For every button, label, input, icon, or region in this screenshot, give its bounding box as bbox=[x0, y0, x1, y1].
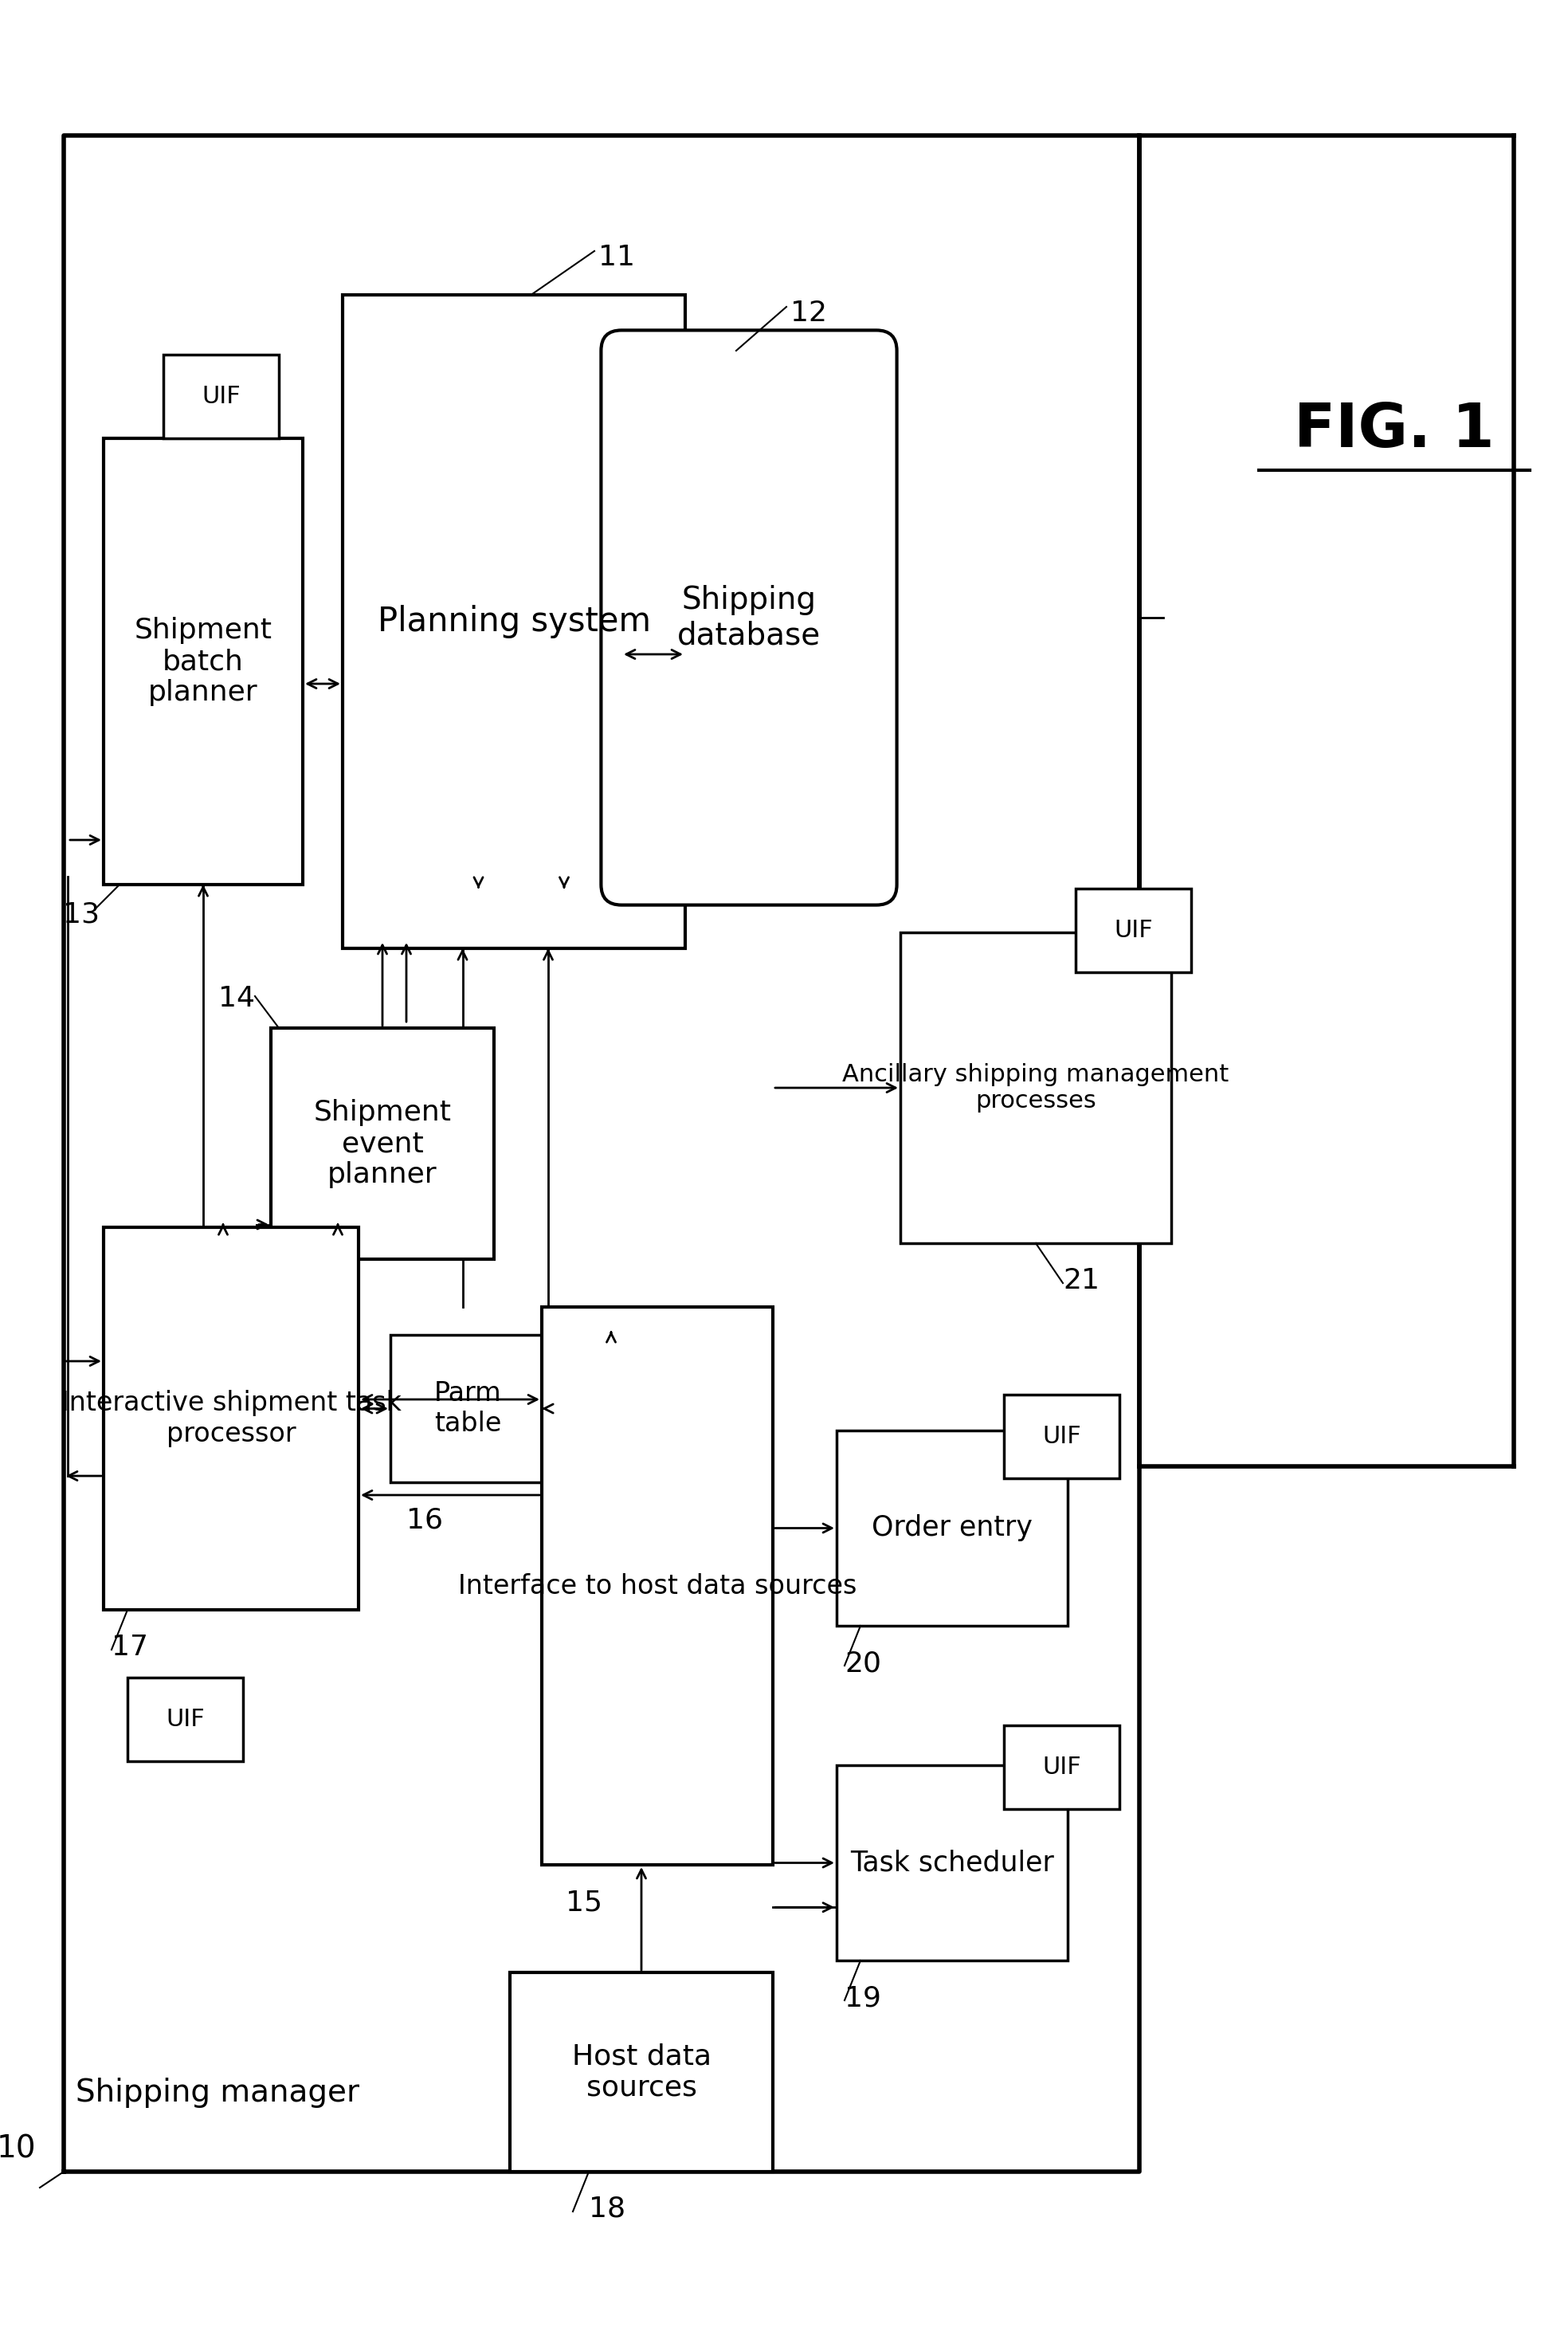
Text: Interactive shipment task
processor: Interactive shipment task processor bbox=[61, 1389, 401, 1448]
Bar bbox=[127, 1678, 243, 1762]
Text: 20: 20 bbox=[845, 1649, 881, 1678]
Text: 10: 10 bbox=[0, 2134, 36, 2163]
Bar bbox=[390, 1336, 546, 1483]
Text: 21: 21 bbox=[1063, 1268, 1099, 1293]
FancyBboxPatch shape bbox=[601, 330, 897, 904]
Text: 15: 15 bbox=[566, 1888, 602, 1917]
Bar bbox=[1076, 888, 1192, 972]
Text: 12: 12 bbox=[790, 300, 826, 326]
Bar bbox=[900, 933, 1171, 1244]
Text: UIF: UIF bbox=[1043, 1425, 1080, 1448]
Text: 18: 18 bbox=[590, 2195, 626, 2224]
Text: Shipping
database: Shipping database bbox=[677, 586, 820, 651]
Text: 13: 13 bbox=[63, 900, 100, 928]
Text: Shipping manager: Shipping manager bbox=[75, 2078, 359, 2109]
Text: Shipment
batch
planner: Shipment batch planner bbox=[135, 616, 273, 705]
Text: Planning system: Planning system bbox=[378, 604, 651, 637]
Text: Interface to host data sources: Interface to host data sources bbox=[458, 1572, 856, 1598]
Bar bbox=[543, 1307, 773, 1865]
Bar bbox=[1004, 1724, 1120, 1809]
Text: 11: 11 bbox=[599, 244, 635, 272]
Bar bbox=[163, 354, 279, 438]
Text: Ancillary shipping management
processes: Ancillary shipping management processes bbox=[842, 1064, 1229, 1113]
Text: UIF: UIF bbox=[1113, 918, 1152, 942]
Text: Order entry: Order entry bbox=[872, 1514, 1033, 1542]
Bar bbox=[103, 438, 303, 886]
Text: 14: 14 bbox=[218, 984, 256, 1012]
Text: UIF: UIF bbox=[1043, 1755, 1080, 1778]
Text: UIF: UIF bbox=[166, 1708, 205, 1731]
Bar bbox=[837, 1432, 1068, 1626]
Text: 19: 19 bbox=[845, 1985, 881, 2013]
Bar bbox=[1004, 1394, 1120, 1478]
Text: UIF: UIF bbox=[202, 384, 240, 408]
Bar bbox=[271, 1029, 494, 1258]
Bar bbox=[103, 1228, 359, 1610]
Text: Parm
table: Parm table bbox=[434, 1380, 502, 1436]
Text: Shipment
event
planner: Shipment event planner bbox=[314, 1099, 452, 1188]
Text: Host data
sources: Host data sources bbox=[572, 2043, 712, 2102]
Bar bbox=[510, 1973, 773, 2172]
Bar bbox=[837, 1764, 1068, 1961]
Text: FIG. 1: FIG. 1 bbox=[1294, 401, 1494, 459]
Text: Task scheduler: Task scheduler bbox=[850, 1849, 1054, 1877]
Text: 16: 16 bbox=[406, 1507, 444, 1532]
Bar bbox=[342, 295, 685, 949]
Text: 17: 17 bbox=[111, 1633, 149, 1661]
